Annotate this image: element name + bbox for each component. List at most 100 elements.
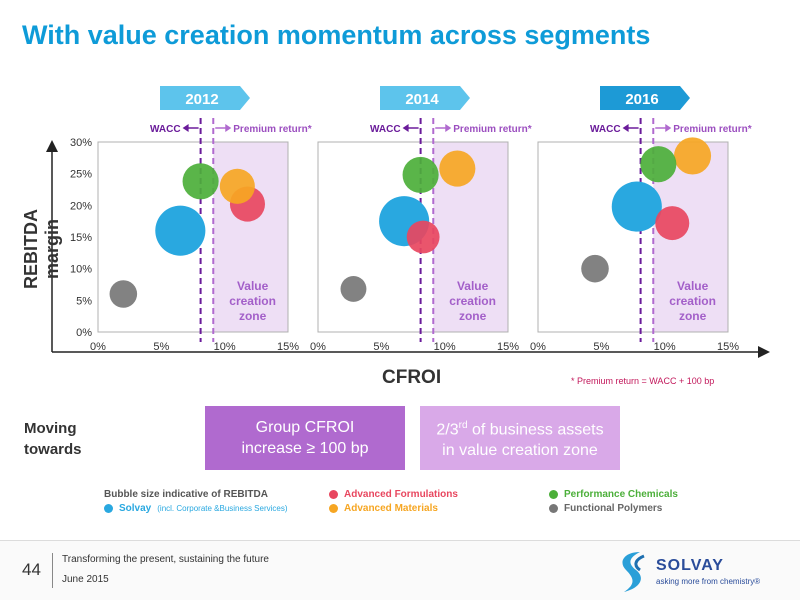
legend-dot-af — [329, 490, 338, 499]
legend-label-solvay: Solvay — [119, 503, 152, 514]
zone-label-line: zone — [679, 309, 707, 323]
premium-return-label: Premium return* — [453, 124, 531, 135]
bubble-advanced-materials — [219, 168, 255, 204]
legend-dot-fp — [549, 504, 558, 513]
logo-tagline: asking more from chemistry® — [656, 577, 761, 586]
legend-item-solvay: Solvay (incl. Corporate &Business Servic… — [104, 503, 288, 514]
legend-dot-solvay — [104, 504, 113, 513]
page-number: 44 — [22, 560, 41, 579]
bubble-functional-polymers — [581, 254, 609, 283]
bubble-solvay — [155, 205, 206, 256]
y-tick-label: 15% — [70, 232, 92, 244]
premium-return-label: Premium return* — [673, 124, 751, 135]
legend-note-solvay: (incl. Corporate &Business Services) — [157, 504, 288, 513]
footer-separator — [52, 553, 53, 588]
legend-label-af: Advanced Formulations — [344, 489, 458, 500]
year-banner — [380, 86, 470, 110]
year-banner-label: 2014 — [405, 91, 439, 108]
assets-text: of business assets — [467, 421, 604, 439]
y-axis-label: REBITDA margin — [21, 209, 62, 289]
legend-title: Bubble size indicative of REBITDA — [104, 489, 268, 500]
bubble-functional-polymers — [109, 280, 138, 308]
y-tick-label: 0% — [76, 327, 92, 339]
target-box-cfroi-line-1: Group CFROI — [255, 419, 355, 436]
bubble-advanced-materials — [439, 150, 476, 187]
page-title: With value creation momentum across segm… — [22, 20, 651, 50]
x-tick-label: 0% — [90, 341, 106, 353]
legend-label-fp: Functional Polymers — [564, 503, 663, 514]
zone-label-line: zone — [239, 309, 267, 323]
x-tick-label: 10% — [434, 341, 456, 353]
legend-label-pc: Performance Chemicals — [564, 489, 678, 500]
y-tick-label: 20% — [70, 200, 92, 212]
bubble-performance-chemicals — [182, 163, 219, 200]
x-tick-label: 5% — [153, 341, 169, 353]
x-tick-label: 5% — [373, 341, 389, 353]
wacc-arrowhead — [182, 124, 189, 132]
y-tick-label: 30% — [70, 137, 92, 149]
legend-dot-pc — [549, 490, 558, 499]
fraction-sup: rd — [458, 419, 468, 431]
premium-arrowhead — [665, 124, 672, 132]
zone-label-line: creation — [669, 294, 716, 308]
footer-divider — [0, 540, 800, 541]
wacc-arrowhead — [622, 124, 629, 132]
logo-wordmark: SOLVAY — [656, 557, 724, 574]
target-box-assets: 2/3rd of business assets in value creati… — [420, 406, 620, 470]
panel-frame — [537, 141, 729, 333]
x-tick-label: 15% — [277, 341, 299, 353]
footer-tagline: Transforming the present, sustaining the… — [62, 554, 269, 565]
legend-dot-am — [329, 504, 338, 513]
target-box-cfroi-line-2: increase ≥ 100 bp — [241, 440, 369, 457]
zone-label-line: Value — [237, 279, 269, 293]
premium-arrowhead — [225, 124, 232, 132]
x-tick-label: 15% — [717, 341, 739, 353]
panel-frame — [317, 141, 509, 333]
footnote: * Premium return = WACC + 100 bp — [571, 376, 715, 386]
target-box-assets-line-1: 2/3rd of business assets — [420, 415, 620, 440]
x-tick-label: 10% — [214, 341, 236, 353]
premium-return-label: Premium return* — [233, 124, 311, 135]
x-tick-label: 15% — [497, 341, 519, 353]
bubble-performance-chemicals — [402, 156, 439, 193]
year-banner-label: 2016 — [625, 91, 658, 108]
bubble-advanced-formulations — [655, 206, 690, 241]
wacc-label: WACC — [150, 124, 181, 135]
y-tick-label: 25% — [70, 169, 92, 181]
zone-label-line: creation — [449, 294, 496, 308]
legend-item-advanced-formulations: Advanced Formulations — [329, 489, 458, 500]
zone-label-line: creation — [229, 294, 276, 308]
footer-background — [0, 541, 800, 600]
x-axis-label: CFROI — [382, 367, 442, 388]
premium-arrowhead — [445, 124, 452, 132]
moving-towards-label: Moving towards — [24, 418, 82, 460]
solvay-logo-icon — [622, 552, 645, 592]
x-tick-label: 0% — [530, 341, 546, 353]
zone-label-line: zone — [459, 309, 487, 323]
x-axis-arrowhead — [758, 346, 770, 358]
bubble-functional-polymers — [340, 275, 367, 302]
moving-line-2: towards — [24, 441, 82, 458]
legend-label-am: Advanced Materials — [344, 503, 438, 514]
legend-item-functional-polymers: Functional Polymers — [549, 503, 662, 514]
x-tick-label: 10% — [654, 341, 676, 353]
wacc-label: WACC — [590, 124, 621, 135]
zone-label-line: Value — [457, 279, 489, 293]
bubble-solvay — [611, 181, 662, 232]
target-box-assets-line-2: in value creation zone — [442, 442, 598, 460]
bubble-advanced-materials — [673, 137, 712, 175]
y-axis-arrowhead — [46, 140, 58, 152]
panel-frame — [97, 141, 289, 333]
year-banner-label: 2012 — [185, 91, 218, 108]
y-tick-label: 5% — [76, 295, 92, 307]
fraction-text: 2/3 — [436, 421, 459, 439]
x-tick-label: 5% — [593, 341, 609, 353]
wacc-arrowhead — [402, 124, 409, 132]
year-banner — [600, 86, 690, 110]
x-tick-label: 0% — [310, 341, 326, 353]
bubble-performance-chemicals — [640, 146, 677, 183]
legend-item-performance-chemicals: Performance Chemicals — [549, 489, 678, 500]
legend-item-advanced-materials: Advanced Materials — [329, 503, 438, 514]
zone-label-line: Value — [677, 279, 709, 293]
